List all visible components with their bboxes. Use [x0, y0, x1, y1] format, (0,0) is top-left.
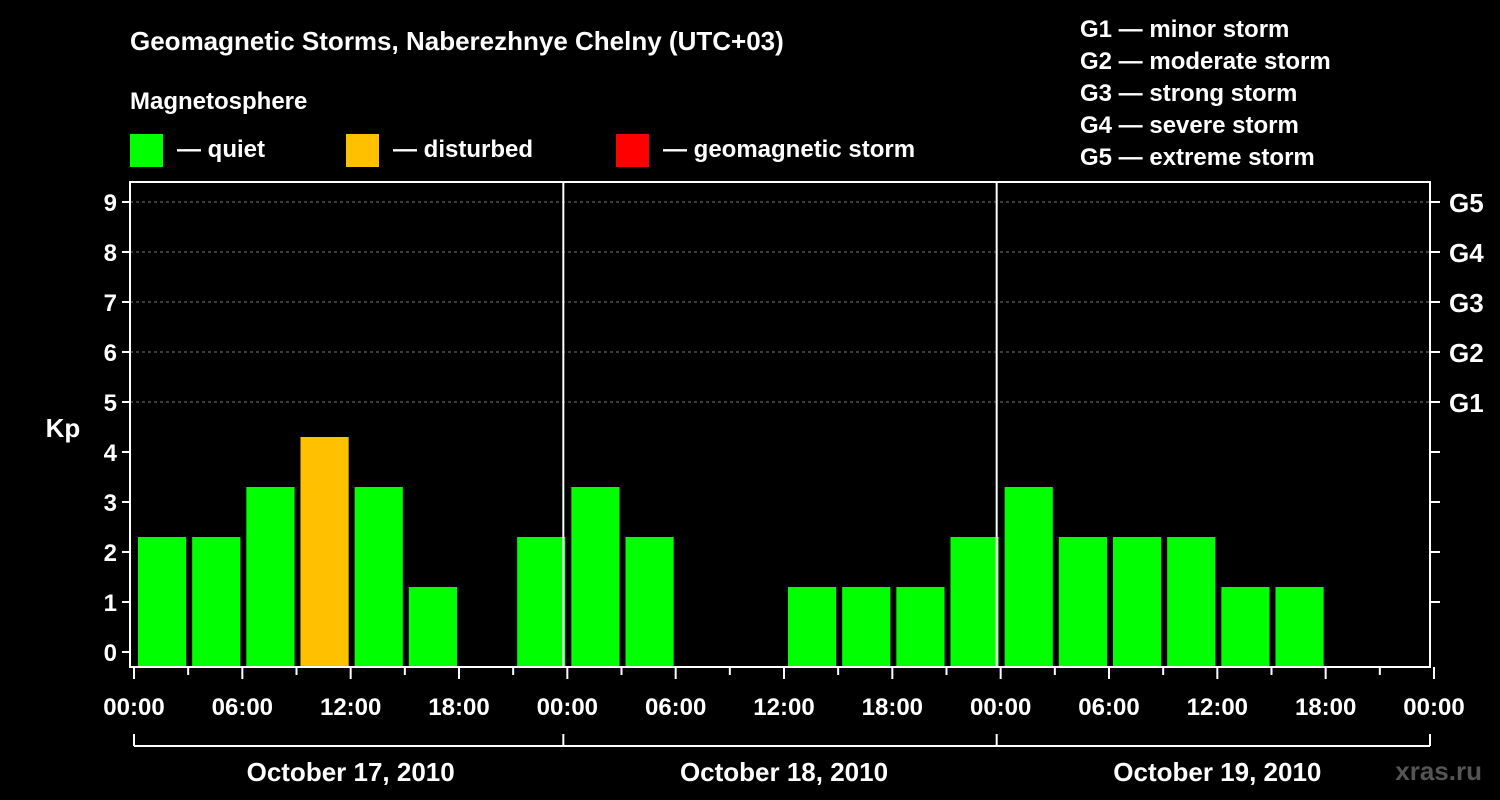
- y-tick-label: 3: [104, 490, 117, 517]
- legend-title: Magnetosphere: [130, 88, 307, 115]
- storm-scale-legend: G1 — minor storm G2 — moderate storm G3 …: [1080, 16, 1331, 171]
- legend: — quiet — disturbed — geomagnetic storm: [130, 134, 915, 167]
- x-tick-label: 00:00: [537, 694, 598, 721]
- y-tick-label: 8: [104, 240, 117, 267]
- kp-bar: [192, 537, 241, 667]
- kp-bar: [788, 587, 837, 667]
- kp-bar: [246, 487, 295, 667]
- kp-bar: [1221, 587, 1270, 667]
- y-tick-label: 2: [104, 540, 117, 567]
- y-tick-label: 9: [104, 190, 117, 217]
- y-tick-label: 0: [104, 640, 117, 667]
- x-tick-label: 18:00: [862, 694, 923, 721]
- storm-scale-g2: G2 — moderate storm: [1080, 48, 1331, 75]
- kp-bar: [354, 487, 403, 667]
- chart-title: Geomagnetic Storms, Naberezhnye Chelny (…: [130, 26, 784, 56]
- kp-bar: [1113, 537, 1162, 667]
- storm-level-label: G1: [1449, 388, 1484, 418]
- legend-swatch-quiet: [130, 134, 163, 167]
- storm-level-label: G5: [1449, 188, 1484, 218]
- y-tick-label: 1: [104, 590, 117, 617]
- storm-level-label: G4: [1449, 238, 1484, 268]
- kp-bar: [300, 437, 349, 667]
- legend-swatch-disturbed: [346, 134, 379, 167]
- plot-frame: [129, 181, 1431, 668]
- kp-bar: [408, 587, 457, 667]
- y-tick-label: 4: [104, 440, 118, 467]
- legend-label-disturbed: — disturbed: [393, 136, 533, 163]
- y-axis-label: Kp: [46, 413, 81, 443]
- storm-scale-g4: G4 — severe storm: [1080, 112, 1299, 139]
- kp-bar: [1167, 537, 1216, 667]
- x-tick-label: 06:00: [212, 694, 273, 721]
- kp-bar: [1058, 537, 1107, 667]
- day-label: October 19, 2010: [1113, 757, 1321, 787]
- storm-level-label: G3: [1449, 288, 1484, 318]
- day-label: October 18, 2010: [680, 757, 888, 787]
- y-tick-label: 7: [104, 290, 117, 317]
- x-tick-label: 12:00: [1187, 694, 1248, 721]
- kp-bar: [1275, 587, 1324, 667]
- legend-label-quiet: — quiet: [177, 136, 265, 163]
- kp-bar: [842, 587, 891, 667]
- x-tick-label: 12:00: [753, 694, 814, 721]
- kp-bar: [625, 537, 674, 667]
- x-tick-label: 06:00: [645, 694, 706, 721]
- storm-scale-g3: G3 — strong storm: [1080, 80, 1297, 107]
- x-tick-label: 12:00: [320, 694, 381, 721]
- x-tick-label: 00:00: [1403, 694, 1464, 721]
- x-tick-label: 18:00: [428, 694, 489, 721]
- kp-bar: [571, 487, 620, 667]
- kp-bar: [517, 537, 566, 667]
- y-tick-label: 5: [104, 390, 117, 417]
- storm-level-label: G2: [1449, 338, 1484, 368]
- legend-label-storm: — geomagnetic storm: [663, 136, 915, 163]
- kp-bar: [138, 537, 187, 667]
- watermark: xras.ru: [1395, 756, 1482, 786]
- x-tick-label: 06:00: [1078, 694, 1139, 721]
- storm-scale-g1: G1 — minor storm: [1080, 16, 1289, 43]
- legend-swatch-storm: [616, 134, 649, 167]
- y-tick-label: 6: [104, 340, 117, 367]
- day-label: October 17, 2010: [247, 757, 455, 787]
- kp-bar: [950, 537, 999, 667]
- x-tick-label: 00:00: [103, 694, 164, 721]
- plot-area: 0 1 2 3 4 5 6 7 8 9 G1 G2 G3 G4 G5 00:00 06:00 12:00 18:00…: [103, 181, 1484, 787]
- x-tick-label: 00:00: [970, 694, 1031, 721]
- kp-bar: [1004, 487, 1053, 667]
- kp-bar: [896, 587, 945, 667]
- x-tick-label: 18:00: [1295, 694, 1356, 721]
- storm-scale-g5: G5 — extreme storm: [1080, 144, 1315, 171]
